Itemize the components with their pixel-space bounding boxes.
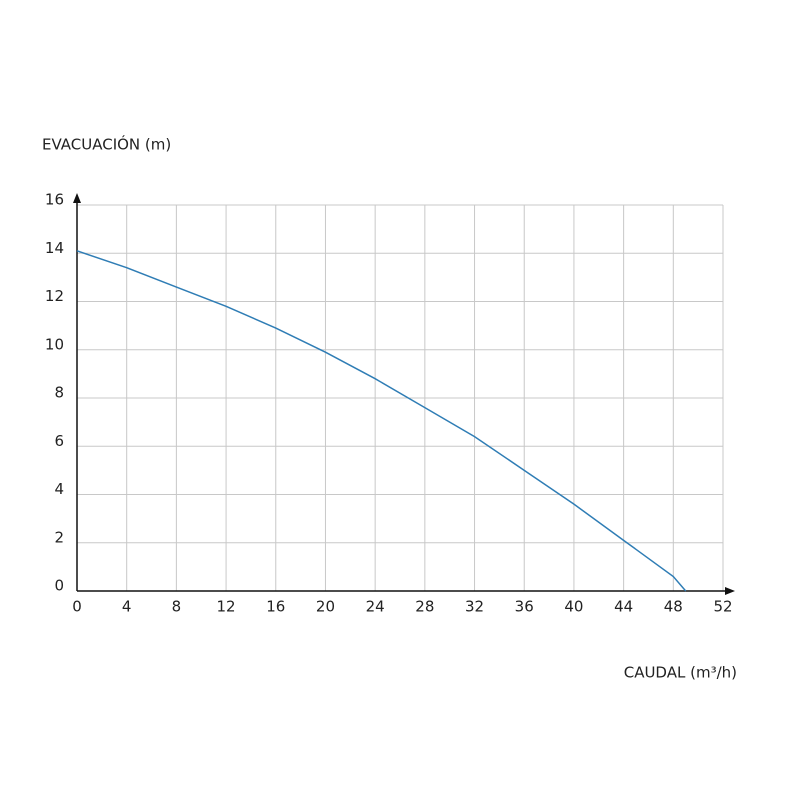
x-tick-label: 40	[564, 598, 583, 616]
y-tick-label: 14	[45, 239, 64, 257]
x-tick-label: 20	[316, 598, 335, 616]
x-tick-label: 48	[664, 598, 683, 616]
y-tick-label: 8	[54, 384, 64, 402]
x-tick-label: 8	[172, 598, 182, 616]
x-axis-arrow	[725, 587, 735, 595]
x-tick-label: 24	[366, 598, 385, 616]
y-tick-label: 16	[45, 191, 64, 209]
y-tick-label: 10	[45, 335, 64, 353]
x-tick-label: 4	[122, 598, 132, 616]
y-tick-label: 0	[54, 577, 64, 595]
x-tick-label: 44	[614, 598, 633, 616]
y-tick-label: 12	[45, 287, 64, 305]
x-tick-label: 36	[515, 598, 534, 616]
x-tick-label: 16	[266, 598, 285, 616]
y-axis-arrow	[73, 193, 81, 203]
y-tick-label: 6	[54, 432, 64, 450]
x-tick-label: 0	[72, 598, 82, 616]
x-tick-label: 12	[217, 598, 236, 616]
y-tick-label: 2	[54, 528, 64, 546]
x-axis-label: CAUDAL (m³/h)	[624, 664, 737, 682]
x-tick-label: 52	[713, 598, 732, 616]
y-axis-label: EVACUACIÓN (m)	[42, 135, 171, 154]
x-tick-label: 32	[465, 598, 484, 616]
y-tick-label: 4	[54, 480, 64, 498]
x-tick-label: 28	[415, 598, 434, 616]
curve	[76, 250, 687, 592]
